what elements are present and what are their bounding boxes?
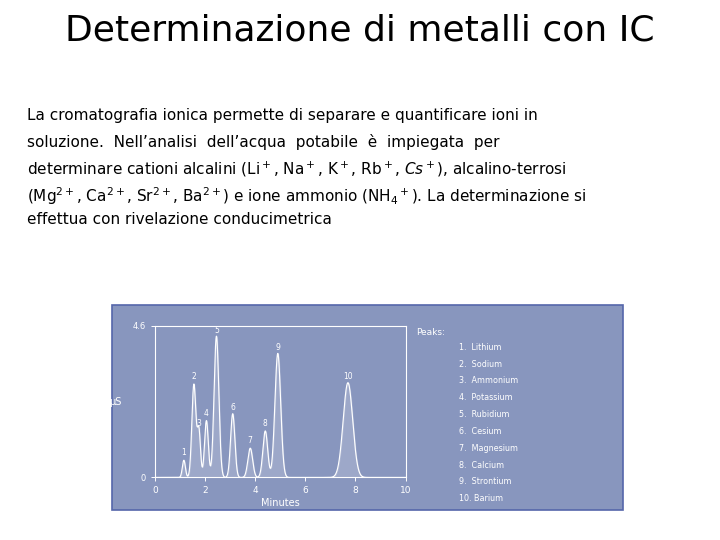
Text: 2.  Sodium: 2. Sodium [459, 360, 503, 369]
Text: determinare cationi alcalini (Li$^+$, Na$^+$, K$^+$, Rb$^+$, $\mathit{Cs}$$^+$),: determinare cationi alcalini (Li$^+$, Na… [27, 160, 567, 179]
Text: 7: 7 [248, 436, 253, 445]
Text: effettua con rivelazione conducimetrica: effettua con rivelazione conducimetrica [27, 212, 332, 227]
Text: μS: μS [109, 396, 121, 407]
Text: 3.  Ammonium: 3. Ammonium [459, 376, 518, 386]
Text: 7.  Magnesium: 7. Magnesium [459, 444, 518, 453]
Text: 4.  Potassium: 4. Potassium [459, 393, 513, 402]
FancyBboxPatch shape [112, 305, 623, 510]
Text: 1.  Lithium: 1. Lithium [459, 343, 502, 352]
Text: Peaks:: Peaks: [415, 328, 445, 336]
Text: 9.  Strontium: 9. Strontium [459, 477, 512, 487]
Text: 1: 1 [181, 448, 186, 457]
X-axis label: Minutes: Minutes [261, 498, 300, 508]
Text: 6.  Cesium: 6. Cesium [459, 427, 502, 436]
Text: 9: 9 [275, 343, 280, 353]
Text: 8: 8 [263, 419, 268, 428]
Text: Determinazione di metalli con IC: Determinazione di metalli con IC [66, 14, 654, 48]
Text: 10. Barium: 10. Barium [459, 494, 503, 503]
Text: soluzione.  Nell’analisi  dell’acqua  potabile  è  impiegata  per: soluzione. Nell’analisi dell’acqua potab… [27, 134, 500, 150]
Text: 2: 2 [192, 372, 197, 381]
Text: 5: 5 [214, 326, 219, 335]
Text: 5.  Rubidium: 5. Rubidium [459, 410, 510, 419]
Text: (Mg$^{2+}$, Ca$^{2+}$, Sr$^{2+}$, Ba$^{2+}$) e ione ammonio (NH$_4$$^+$). La det: (Mg$^{2+}$, Ca$^{2+}$, Sr$^{2+}$, Ba$^{2… [27, 186, 587, 207]
Text: B: B [160, 327, 168, 336]
Text: 4: 4 [204, 409, 209, 418]
Text: 6: 6 [230, 403, 235, 412]
Text: 3: 3 [197, 419, 202, 428]
Text: 8.  Calcium: 8. Calcium [459, 461, 504, 470]
Text: 10: 10 [343, 372, 353, 381]
Text: La cromatografia ionica permette di separare e quantificare ioni in: La cromatografia ionica permette di sepa… [27, 108, 538, 123]
